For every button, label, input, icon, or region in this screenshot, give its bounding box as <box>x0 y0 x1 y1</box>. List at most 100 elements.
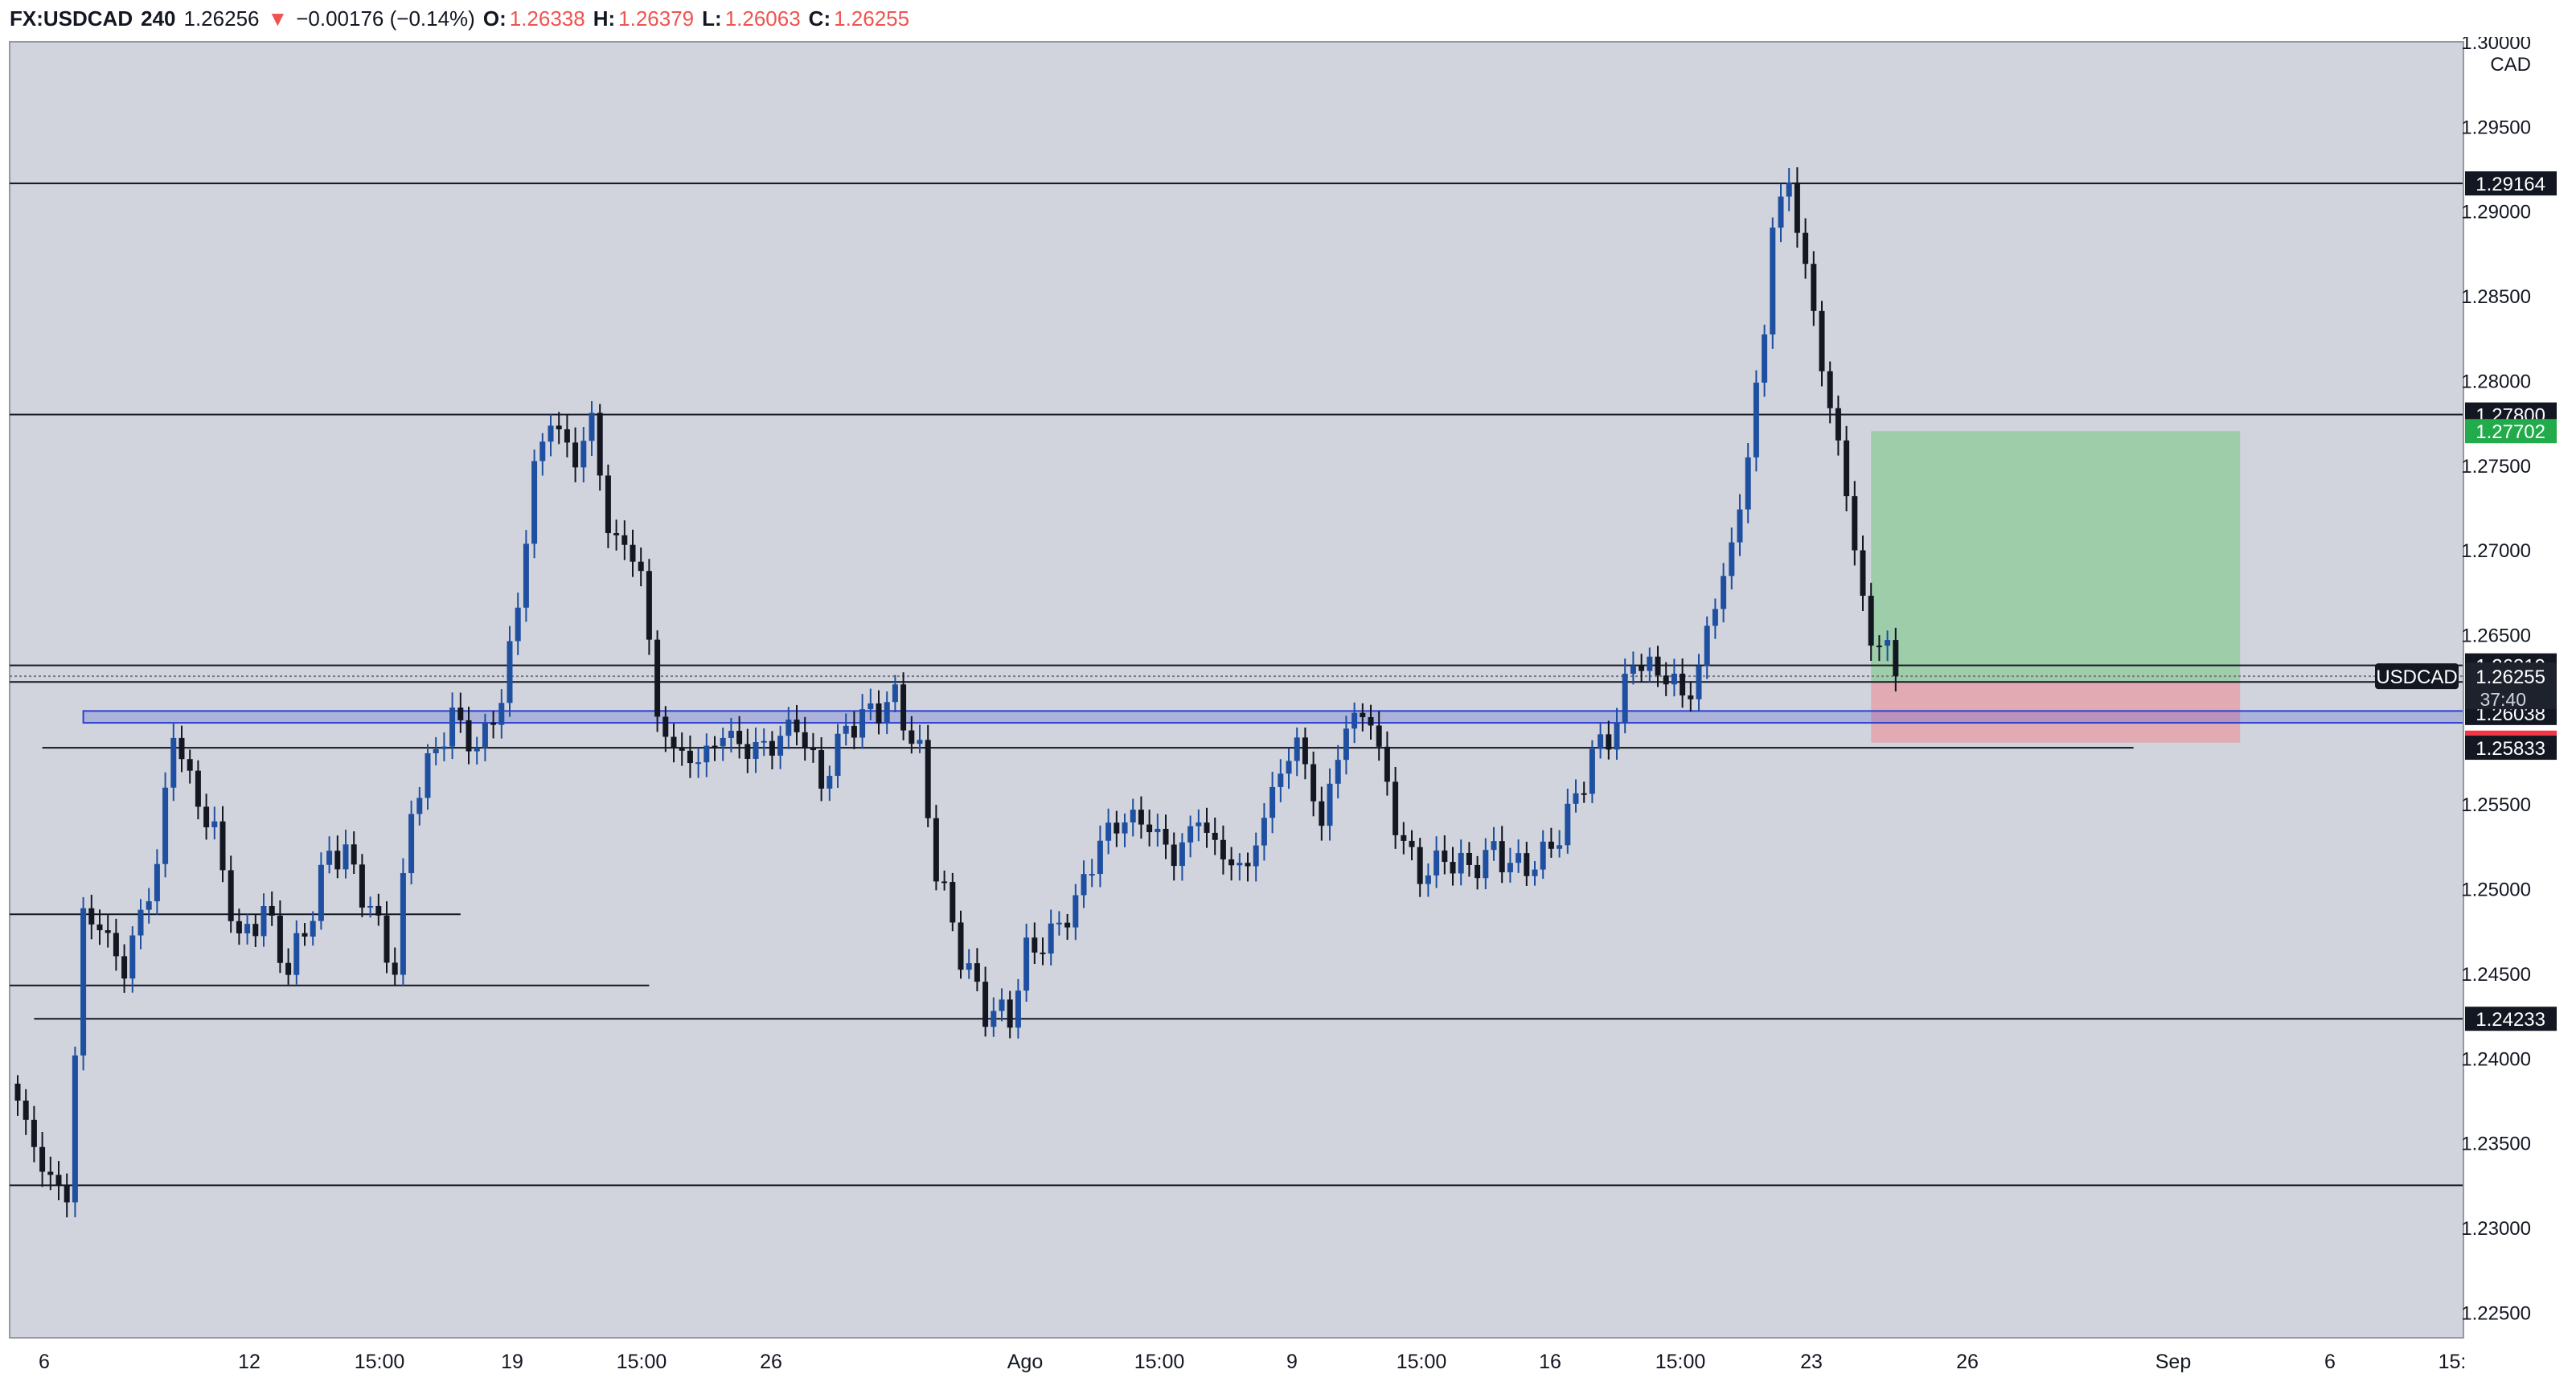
candle-body[interactable] <box>129 935 136 979</box>
candle-body[interactable] <box>868 703 874 710</box>
candle-body[interactable] <box>1532 869 1538 876</box>
candle-body[interactable] <box>1105 822 1112 841</box>
candle-body[interactable] <box>400 873 406 975</box>
candle-body[interactable] <box>1023 937 1030 991</box>
candle-body[interactable] <box>260 905 267 937</box>
candle-body[interactable] <box>786 720 792 736</box>
candle-body[interactable] <box>1450 862 1456 874</box>
candle-body[interactable] <box>1229 859 1235 866</box>
candle-body[interactable] <box>1097 840 1103 875</box>
candle-body[interactable] <box>1352 712 1358 729</box>
candle-body[interactable] <box>96 924 103 931</box>
candle-body[interactable] <box>1393 781 1399 835</box>
candle-body[interactable] <box>137 909 144 936</box>
candle-body[interactable] <box>1032 937 1038 953</box>
candle-body[interactable] <box>1376 725 1382 747</box>
candle-body[interactable] <box>728 731 734 738</box>
candle-body[interactable] <box>1655 656 1661 676</box>
candle-body[interactable] <box>712 745 718 748</box>
candle-body[interactable] <box>966 963 972 970</box>
candle-body[interactable] <box>1261 818 1267 846</box>
candle-body[interactable] <box>605 475 611 534</box>
candle-body[interactable] <box>64 1185 70 1203</box>
candle-body[interactable] <box>1688 695 1694 699</box>
candle-body[interactable] <box>671 736 677 748</box>
candle-body[interactable] <box>433 748 439 753</box>
candle-body[interactable] <box>1885 640 1891 646</box>
candle-body[interactable] <box>720 737 726 747</box>
candle-body[interactable] <box>1712 609 1718 626</box>
candle-body[interactable] <box>982 982 989 1027</box>
candle-body[interactable] <box>1237 863 1243 866</box>
candle-body[interactable] <box>1778 196 1784 228</box>
candle-body[interactable] <box>187 759 193 771</box>
target-zone[interactable] <box>1871 431 2241 683</box>
candle-body[interactable] <box>1188 826 1194 843</box>
candle-body[interactable] <box>687 750 693 764</box>
candle-body[interactable] <box>958 922 964 970</box>
candle-body[interactable] <box>244 924 251 933</box>
candle-body[interactable] <box>1491 841 1497 851</box>
candle-body[interactable] <box>441 746 447 749</box>
candle-body[interactable] <box>703 745 710 763</box>
candle-body[interactable] <box>1852 496 1858 551</box>
candle-body[interactable] <box>818 750 825 789</box>
candle-body[interactable] <box>859 709 866 738</box>
candle-body[interactable] <box>1343 728 1349 761</box>
candle-body[interactable] <box>269 905 275 916</box>
candle-body[interactable] <box>695 762 702 765</box>
candle-body[interactable] <box>1056 922 1062 925</box>
candle-body[interactable] <box>1803 232 1809 264</box>
candle-body[interactable] <box>679 747 685 751</box>
candle-body[interactable] <box>154 863 160 902</box>
candle-body[interactable] <box>88 908 95 925</box>
candle-body[interactable] <box>55 1175 62 1186</box>
candle-body[interactable] <box>1737 509 1743 543</box>
candle-body[interactable] <box>1819 310 1825 371</box>
interval-label[interactable]: 240 <box>141 6 176 31</box>
candle-body[interactable] <box>1647 656 1653 671</box>
candle-body[interactable] <box>556 425 562 430</box>
candle-body[interactable] <box>1064 922 1071 928</box>
candle-body[interactable] <box>925 740 931 818</box>
price-chart[interactable]: CAD 1.300001.295001.290001.285001.280001… <box>0 37 2576 1386</box>
candle-body[interactable] <box>1704 625 1710 666</box>
candle-body[interactable] <box>630 544 636 562</box>
candle-body[interactable] <box>1581 793 1587 795</box>
candle-body[interactable] <box>72 1055 78 1203</box>
candle-body[interactable] <box>1401 834 1407 841</box>
candle-body[interactable] <box>490 722 497 725</box>
candle-body[interactable] <box>835 733 841 777</box>
candle-body[interactable] <box>531 461 538 544</box>
candle-body[interactable] <box>933 818 939 882</box>
candle-body[interactable] <box>178 737 185 760</box>
candle-body[interactable] <box>236 921 242 933</box>
candle-body[interactable] <box>1146 824 1153 833</box>
candle-body[interactable] <box>1040 952 1046 954</box>
candle-body[interactable] <box>507 641 513 703</box>
candle-body[interactable] <box>1434 850 1440 875</box>
candle-body[interactable] <box>999 999 1005 1011</box>
candle-body[interactable] <box>1548 841 1554 849</box>
candle-body[interactable] <box>1606 734 1612 750</box>
candle-body[interactable] <box>1466 852 1472 865</box>
candle-body[interactable] <box>343 844 349 870</box>
candle-body[interactable] <box>1155 828 1161 833</box>
candle-body[interactable] <box>1114 822 1120 834</box>
candle-body[interactable] <box>1573 793 1579 804</box>
candle-body[interactable] <box>384 915 390 963</box>
candle-body[interactable] <box>277 915 283 963</box>
candle-body[interactable] <box>1286 761 1292 774</box>
candle-body[interactable] <box>1696 666 1702 699</box>
candle-body[interactable] <box>1220 839 1226 859</box>
candle-body[interactable] <box>219 821 226 871</box>
candle-body[interactable] <box>1507 863 1513 872</box>
candle-body[interactable] <box>1163 828 1169 845</box>
candle-body[interactable] <box>1253 845 1259 867</box>
candle-body[interactable] <box>1327 783 1333 826</box>
candle-body[interactable] <box>917 740 923 744</box>
candle-body[interactable] <box>744 744 751 759</box>
price-axis[interactable]: 1.30000 1.29500 1.29000 1.28500 1.28000 1.275… <box>2461 37 2531 1324</box>
candle-body[interactable] <box>777 736 784 756</box>
candle-body[interactable] <box>1360 712 1366 718</box>
